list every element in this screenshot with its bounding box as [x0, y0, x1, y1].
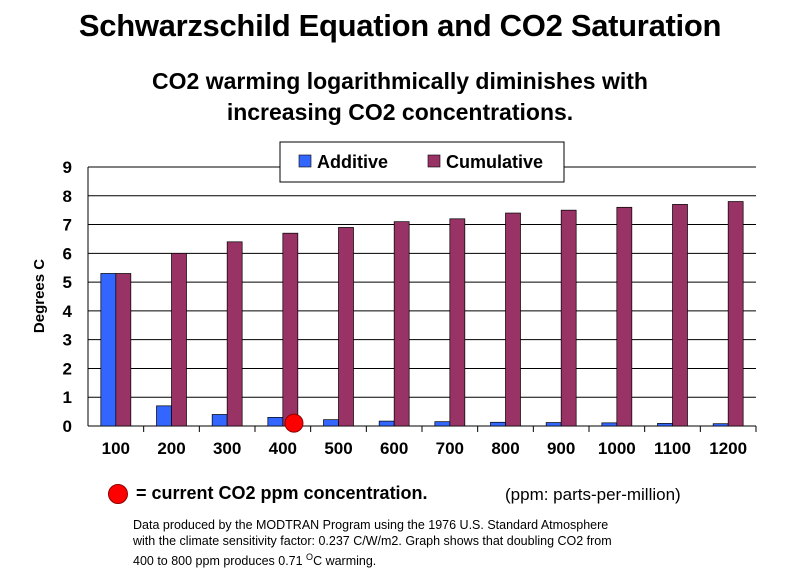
note-line-1: Data produced by the MODTRAN Program usi…: [133, 518, 609, 532]
bars: [100, 201, 744, 427]
y-tick-label: 3: [63, 331, 72, 350]
bar-cumulative-700: [449, 218, 466, 427]
bar-cumulative-600: [393, 221, 410, 427]
bar-additive-1000: [601, 422, 618, 427]
x-tick-label: 200: [157, 439, 185, 458]
bar-additive-900: [545, 422, 562, 427]
legend-box: [279, 141, 565, 183]
tick-labels: 0 1 2 3 4 5 6 7 8 9 100 200 300 400 500 600 700 800 900 100…: [63, 158, 748, 458]
bar-additive-800: [490, 421, 506, 427]
y-axis-label: Degrees C: [31, 259, 48, 333]
y-tick-label: 7: [63, 216, 72, 235]
x-tick-label: 500: [324, 439, 352, 458]
y-tick-label: 2: [63, 359, 72, 378]
bar-cumulative-1200: [727, 201, 744, 427]
bar-cumulative-500: [338, 227, 354, 427]
legend-swatch-additive: [298, 154, 312, 168]
current-co2-marker-layer: [284, 413, 304, 433]
x-tick-label: 900: [547, 439, 575, 458]
y-tick-label: 5: [63, 273, 72, 292]
unit-note: (ppm: parts-per-million): [505, 485, 681, 504]
note-line-3: 400 to 800 ppm produces 0.71 OC warming.: [133, 549, 783, 569]
subtitle-line-2: increasing CO2 concentrations.: [226, 99, 574, 125]
legend: Additive Cumulative: [279, 141, 565, 183]
y-tick-label: 8: [63, 187, 72, 206]
current-co2-marker: [284, 413, 304, 433]
y-tick-label: 4: [63, 302, 73, 321]
data-source-note: Data produced by the MODTRAN Program usi…: [133, 517, 783, 569]
bar-additive-1200: [712, 423, 729, 427]
bar-additive-300: [211, 414, 228, 427]
bar-additive-100: [100, 273, 117, 427]
marker-legend: = current CO2 ppm concentration.: [108, 483, 428, 504]
legend-swatch-cumulative: [427, 154, 441, 168]
legend-label-additive: Additive: [317, 152, 388, 172]
bar-cumulative-900: [560, 209, 577, 427]
bar-additive-600: [378, 420, 395, 427]
bar-cumulative-1000: [616, 206, 633, 427]
note-line-3-text: 400 to 800 ppm produces 0.71: [133, 554, 307, 568]
y-tick-label: 1: [63, 388, 72, 407]
bar-additive-500: [323, 419, 339, 427]
bar-cumulative-800: [505, 212, 521, 427]
marker-legend-label: = current CO2 ppm concentration.: [136, 483, 428, 503]
bar-additive-200: [156, 405, 172, 427]
axes: [87, 167, 757, 432]
bar-additive-700: [434, 421, 451, 427]
note-line-3-end: C warming.: [313, 554, 377, 568]
x-tick-label: 400: [269, 439, 297, 458]
bar-cumulative-1100: [672, 204, 688, 427]
bar-chart: 0 1 2 3 4 5 6 7 8 9 100 200 300 400 500 600 700 800 900 100…: [31, 141, 757, 458]
y-tick-label: 0: [63, 417, 72, 436]
note-line-2: with the climate sensitivity factor: 0.2…: [133, 534, 612, 548]
chart-subtitle: CO2 warming logarithmically diminishes w…: [0, 66, 800, 128]
x-tick-label: 1100: [654, 439, 691, 458]
subtitle-line-1: CO2 warming logarithmically diminishes w…: [152, 68, 648, 94]
y-tick-label: 9: [63, 158, 72, 177]
x-tick-label: 300: [213, 439, 241, 458]
bar-additive-1100: [657, 423, 673, 427]
y-tick-label: 6: [63, 244, 72, 263]
x-tick-label: 700: [436, 439, 464, 458]
red-dot-icon: [108, 483, 128, 504]
x-tick-label: 100: [102, 439, 130, 458]
grid-lines: [88, 166, 756, 398]
bar-additive-400: [267, 417, 284, 427]
bar-cumulative-300: [226, 241, 243, 427]
chart-title: Schwarzschild Equation and CO2 Saturatio…: [78, 8, 722, 43]
x-tick-label: 800: [491, 439, 519, 458]
degree-superscript: O: [306, 552, 314, 562]
bar-cumulative-100: [115, 273, 132, 427]
bar-cumulative-200: [171, 252, 187, 427]
x-tick-label: 1200: [709, 439, 747, 458]
x-tick-label: 600: [380, 439, 408, 458]
x-tick-label: 1000: [598, 439, 636, 458]
legend-label-cumulative: Cumulative: [446, 152, 543, 172]
bar-cumulative-400: [282, 232, 299, 427]
